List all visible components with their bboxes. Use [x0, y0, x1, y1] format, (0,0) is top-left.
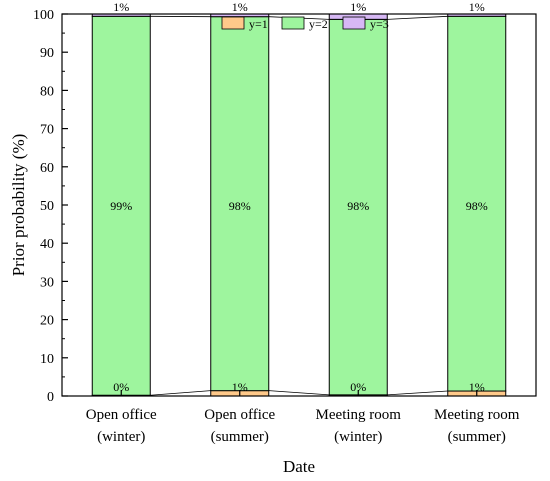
x-axis-title: Date — [283, 457, 315, 476]
y-tick-label-100: 100 — [33, 8, 54, 23]
data-label-y2-1: 99% — [110, 199, 132, 213]
legend-label-y1: y=1 — [249, 17, 268, 31]
legend: y=1 y=2 y=3 — [221, 16, 389, 31]
legend-swatch-y1 — [221, 16, 245, 30]
x-tick-label-1-line-2: (winter) — [97, 429, 145, 445]
data-labels-layer: 0% 99% 1% 1% 98% 1% 0% 98% 1% 1% 98% 1% — [110, 0, 488, 394]
legend-label-y2: y=2 — [309, 17, 328, 31]
x-tick-label-4-line-2: (summer) — [448, 429, 506, 445]
y-tick-label-50: 50 — [40, 199, 54, 214]
data-label-y1-4: 1% — [469, 380, 485, 394]
data-label-y1-2: 1% — [232, 380, 248, 394]
y-tick-label-40: 40 — [40, 237, 54, 252]
connector-line-1-3 — [387, 390, 448, 396]
y-tick-label-20: 20 — [40, 314, 54, 329]
x-tick-label-2-line-2: (summer) — [211, 429, 269, 445]
data-label-y2-4: 98% — [466, 199, 488, 213]
y-tick-label-10: 10 — [40, 352, 54, 367]
bar-segment-y2-1 — [91, 15, 151, 396]
data-label-y2-2: 98% — [229, 199, 251, 213]
y-tick-label-0: 0 — [47, 390, 54, 405]
bars-layer — [91, 13, 507, 397]
y-tick-label-70: 70 — [40, 123, 54, 138]
data-label-y1-1: 0% — [113, 380, 129, 394]
bar-segment-y2-3 — [328, 18, 388, 396]
legend-swatch-y3 — [342, 16, 366, 30]
x-tick-label-4-line-1: Meeting room — [434, 407, 520, 423]
data-label-y3-2: 1% — [232, 0, 248, 14]
data-label-y3-3: 1% — [350, 0, 366, 14]
connector-line-1-2 — [268, 390, 330, 396]
x-tick-label-1-line-1: Open office — [86, 407, 157, 423]
data-label-y3-1: 1% — [113, 0, 129, 14]
data-label-y1-3: 0% — [350, 380, 366, 394]
x-tick-label-3-line-2: (winter) — [334, 429, 382, 445]
x-tick-label-3-line-1: Meeting room — [316, 407, 402, 423]
y-axis-title: Prior probability (%) — [9, 134, 28, 277]
data-label-y2-3: 98% — [347, 199, 369, 213]
connectors-layer — [150, 13, 448, 396]
connector-line-1-1 — [150, 390, 211, 396]
y-tick-label-80: 80 — [40, 84, 54, 99]
connector-line-2-3 — [387, 15, 448, 20]
legend-swatch-y2 — [281, 16, 305, 30]
y-tick-label-90: 90 — [40, 46, 54, 61]
legend-label-y3: y=3 — [370, 17, 389, 31]
y-tick-label-60: 60 — [40, 161, 54, 176]
data-label-y3-4: 1% — [469, 0, 485, 14]
x-tick-label-2-line-1: Open office — [204, 407, 275, 423]
axes-layer: 0 10 20 30 40 50 60 70 80 90 100 Open office (winter… — [33, 8, 537, 445]
y-tick-label-30: 30 — [40, 275, 54, 290]
